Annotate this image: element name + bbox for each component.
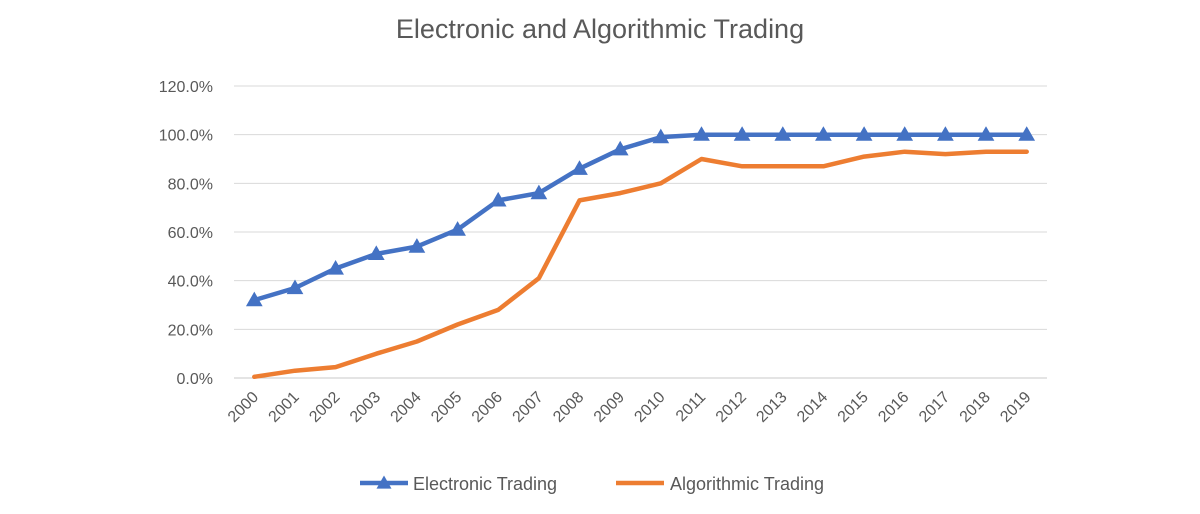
data-point <box>286 279 304 295</box>
x-tick-label: 2013 <box>753 389 790 426</box>
data-point <box>693 126 710 141</box>
data-point <box>977 126 995 141</box>
data-point <box>408 238 426 253</box>
legend-entry: Algorithmic Trading <box>616 474 824 494</box>
data-point <box>367 245 385 260</box>
x-tick-label: 2010 <box>631 389 668 426</box>
y-tick-label: 60.0% <box>168 225 213 242</box>
y-axis-ticks: 0.0% 20.0% 40.0% 60.0% 80.0% 100.0% 120.0% <box>159 79 213 388</box>
data-point <box>449 221 466 236</box>
series-lines <box>245 126 1036 380</box>
data-point <box>733 126 751 141</box>
x-tick-label: 2012 <box>713 389 750 426</box>
x-tick-label: 2019 <box>997 389 1034 426</box>
data-point <box>530 184 548 200</box>
y-tick-label: 20.0% <box>168 322 213 339</box>
data-point <box>896 126 914 141</box>
data-point <box>245 291 263 307</box>
x-tick-label: 2000 <box>225 389 262 426</box>
x-tick-label: 2008 <box>550 389 587 426</box>
gridlines <box>234 85 1047 379</box>
y-tick-label: 0.0% <box>177 371 213 388</box>
data-point <box>937 126 954 141</box>
x-tick-label: 2002 <box>306 389 343 426</box>
x-axis-ticks: 2000 2001 2002 2003 2004 2005 2006 2007 2008 2009… <box>225 389 1035 426</box>
x-tick-label: 2009 <box>591 389 628 426</box>
x-tick-label: 2003 <box>347 389 384 426</box>
data-point <box>855 126 873 141</box>
data-point <box>815 126 832 141</box>
x-tick-label: 2004 <box>388 389 425 426</box>
x-tick-label: 2011 <box>673 389 709 425</box>
data-point <box>571 160 588 175</box>
y-tick-label: 40.0% <box>168 274 213 291</box>
chart-title: Electronic and Algorithmic Trading <box>395 14 805 44</box>
data-point <box>1018 126 1036 141</box>
x-tick-label: 2016 <box>875 389 912 426</box>
x-tick-label: 2001 <box>266 389 303 426</box>
series-line-0 <box>252 132 1029 303</box>
legend-marker <box>376 475 392 489</box>
legend-label: Algorithmic Trading <box>670 474 824 494</box>
x-tick-label: 2014 <box>794 389 831 426</box>
x-tick-label: 2006 <box>469 389 506 426</box>
x-tick-label: 2007 <box>510 389 547 426</box>
x-tick-label: 2017 <box>916 389 953 426</box>
x-tick-label: 2005 <box>428 389 465 426</box>
y-tick-label: 80.0% <box>168 176 213 193</box>
x-tick-label: 2018 <box>957 389 994 426</box>
legend-label: Electronic Trading <box>413 474 557 494</box>
data-point <box>489 191 507 207</box>
x-tick-label: 2015 <box>835 389 872 426</box>
data-point <box>327 259 344 275</box>
data-point <box>611 140 629 156</box>
data-point <box>652 128 670 144</box>
legend: Electronic Trading Algorithmic Trading <box>360 474 824 494</box>
y-tick-label: 100.0% <box>159 128 213 145</box>
series-line-1 <box>252 149 1029 380</box>
data-point <box>774 126 792 141</box>
y-tick-label: 120.0% <box>159 79 213 96</box>
legend-entry: Electronic Trading <box>360 474 557 494</box>
